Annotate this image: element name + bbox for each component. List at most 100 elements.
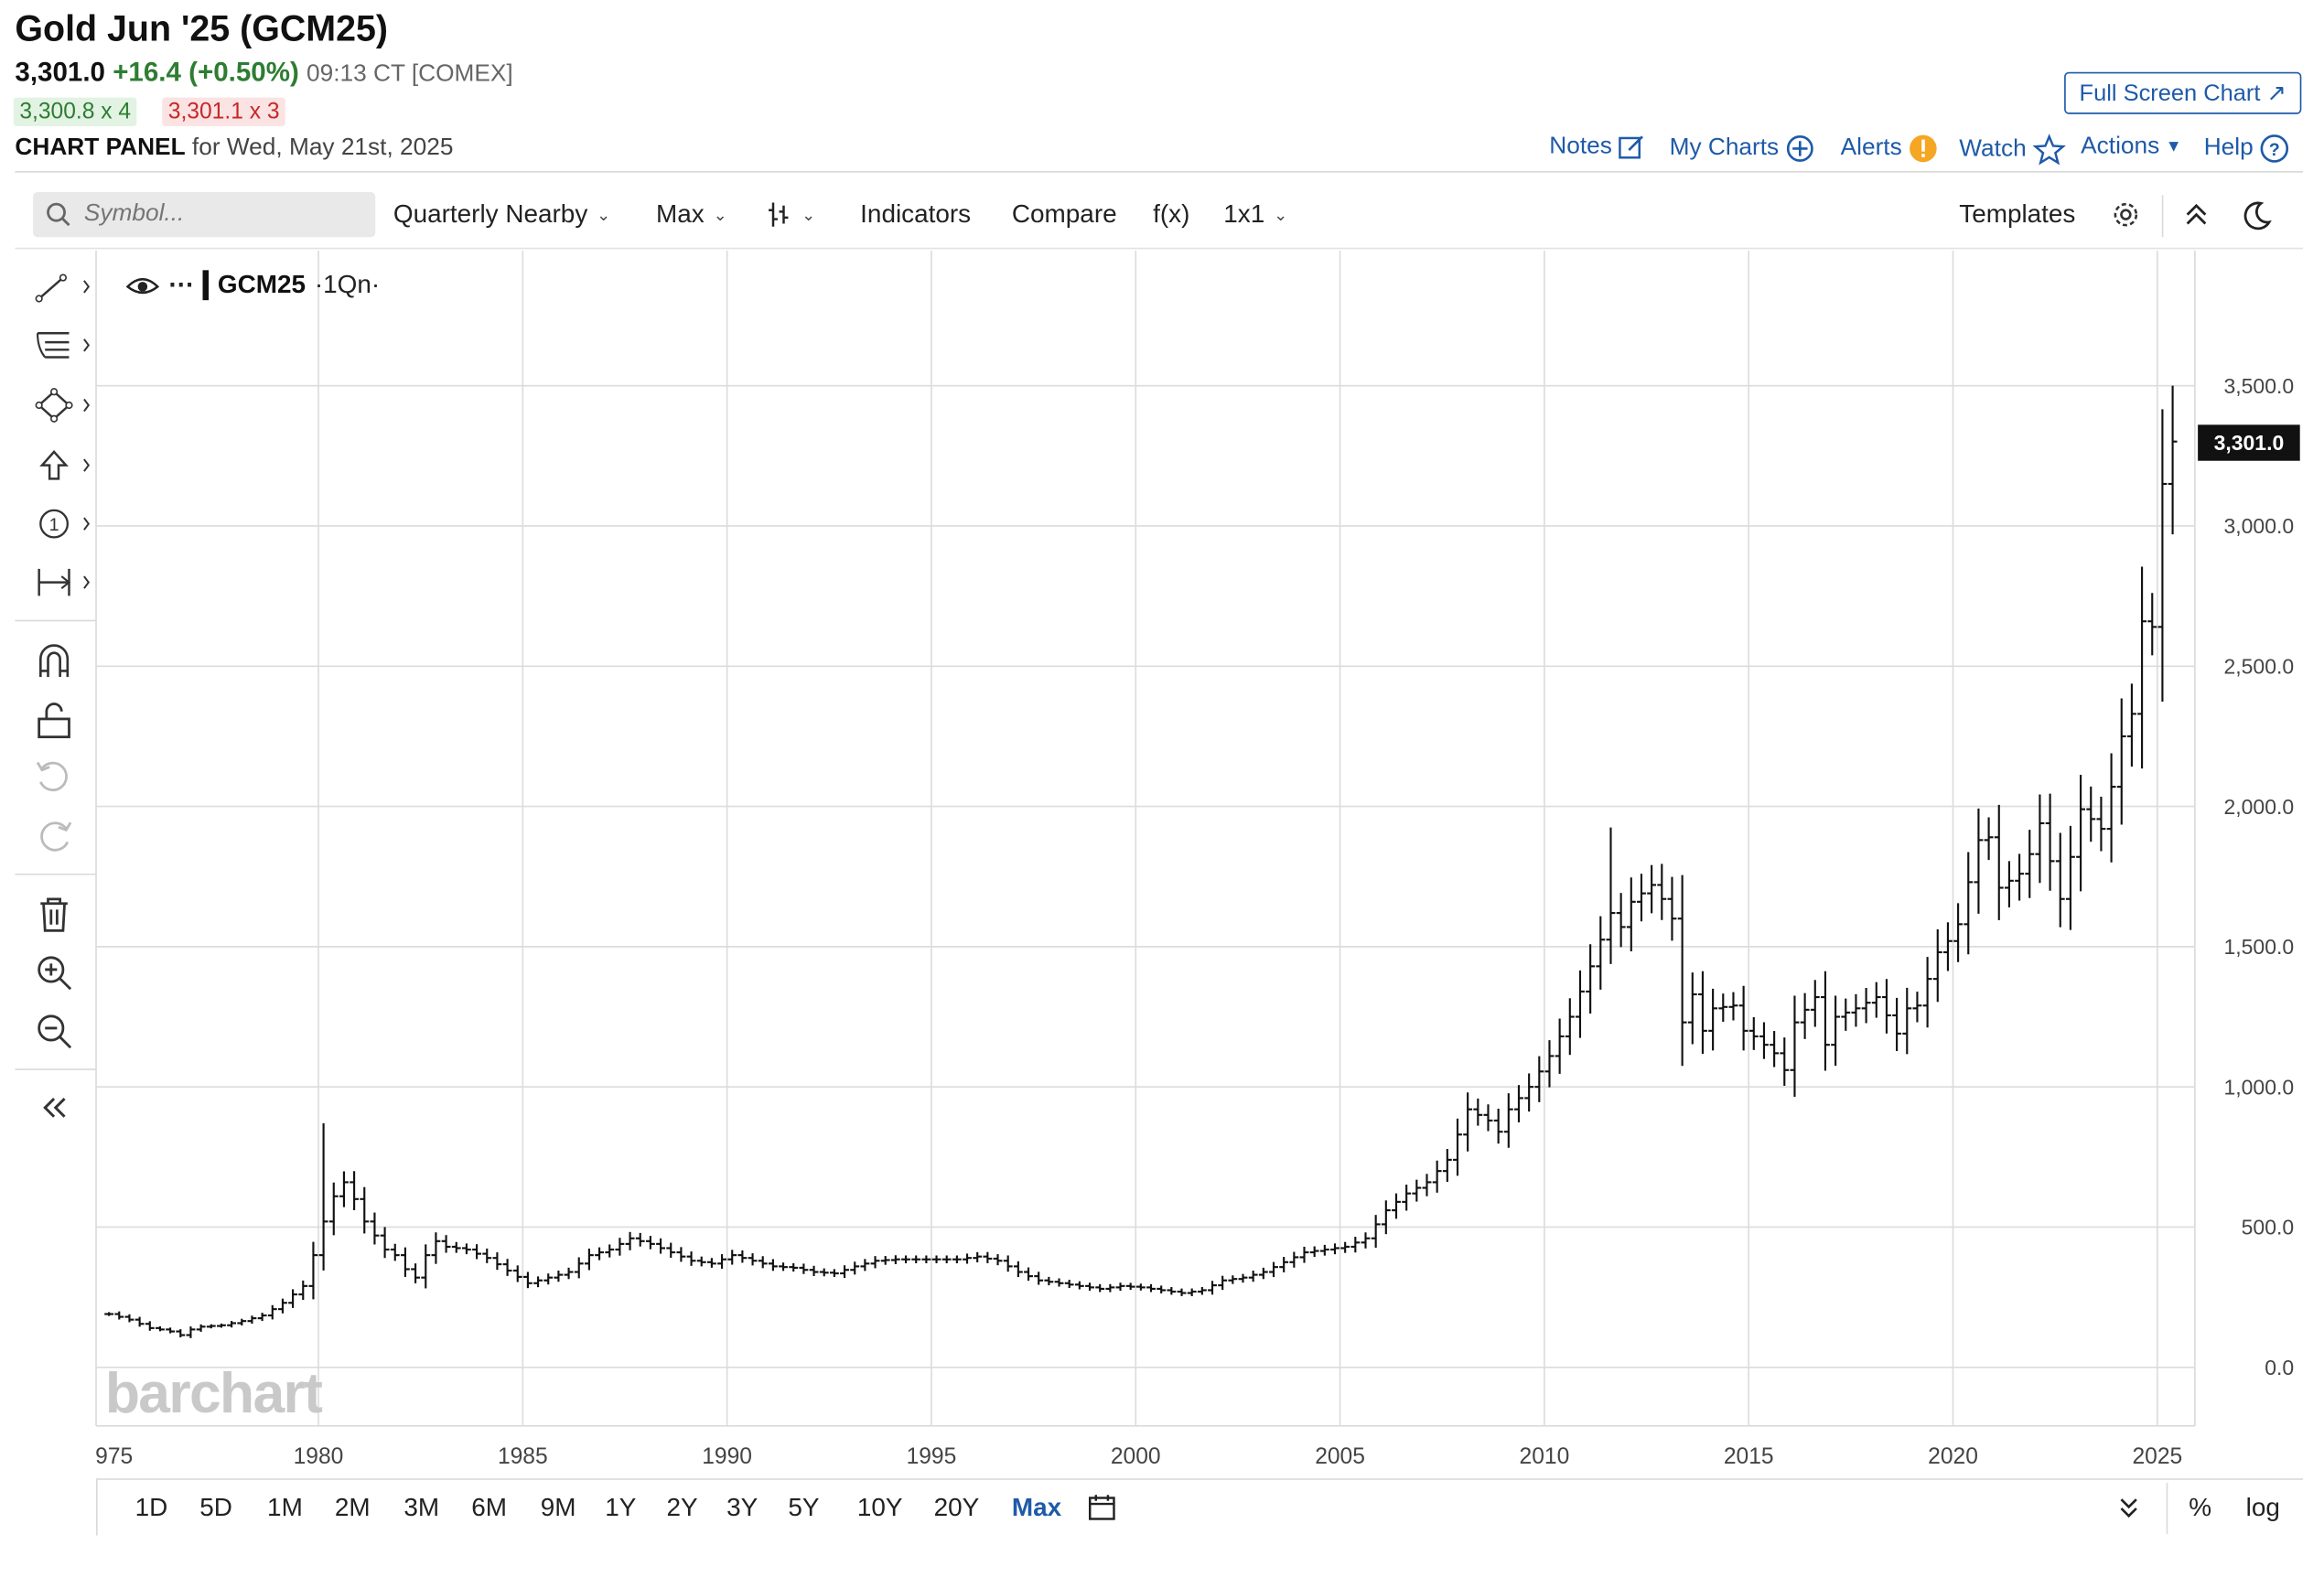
zoom-out-button[interactable] [33, 1009, 99, 1054]
last-price: 3,301.0 [15, 57, 105, 88]
alerts-link[interactable]: Alerts [1841, 134, 1938, 164]
ohlc-bar [1984, 817, 1994, 861]
ohlc-bar [1974, 808, 1984, 914]
range-label: Max [656, 199, 705, 229]
period-max[interactable]: Max [1011, 1493, 1062, 1522]
ohlc-bar [911, 1255, 921, 1263]
ohlc-bar [1013, 1261, 1023, 1278]
settings-button[interactable] [2111, 199, 2141, 230]
period-20y[interactable]: 20Y [933, 1493, 980, 1522]
period-1d[interactable]: 1D [134, 1493, 168, 1522]
period-6m[interactable]: 6M [471, 1493, 507, 1522]
ohlc-bar [1964, 852, 1974, 955]
notes-link[interactable]: Notes [1549, 134, 1645, 161]
eye-icon[interactable] [125, 274, 159, 297]
ohlc-bar [411, 1263, 421, 1283]
moon-icon [2243, 201, 2272, 231]
ohlc-bar [196, 1324, 206, 1332]
ohlc-bar [1657, 864, 1667, 920]
period-2m[interactable]: 2M [334, 1493, 371, 1522]
redo-button[interactable] [33, 815, 99, 860]
measure-tool[interactable] [33, 560, 99, 605]
watch-link[interactable]: Watch [1959, 134, 2066, 166]
ohlc-bar [134, 1316, 145, 1327]
chart-type-dropdown[interactable]: ⌄ [766, 199, 815, 230]
ohlc-bar [1340, 1241, 1350, 1253]
period-9m[interactable]: 9M [540, 1493, 576, 1522]
templates-button[interactable]: Templates [1959, 199, 2075, 230]
undo-button[interactable] [33, 755, 99, 799]
fibonacci-tool[interactable] [33, 323, 99, 368]
x-tick-label: 2020 [1928, 1444, 1978, 1469]
collapse-up-button[interactable] [2183, 199, 2211, 230]
help-link[interactable]: Help ? [2204, 134, 2289, 164]
zoom-in-button[interactable] [33, 950, 99, 995]
barchart-logo: barchart [104, 1362, 323, 1426]
percent-scale-toggle[interactable]: % [2189, 1493, 2212, 1522]
period-10y[interactable]: 10Y [856, 1493, 903, 1522]
arrow-tool[interactable] [33, 443, 99, 488]
y-axis-ticks: 0.0 500.0 1,000.0 1,500.0 2,000.0 2,500.0 3,00… [2224, 374, 2295, 1379]
panel-title: CHART PANEL [15, 134, 186, 161]
log-scale-toggle[interactable]: log [2245, 1493, 2280, 1522]
ohlc-bar [1503, 1093, 1513, 1148]
ohlc-bar [901, 1255, 910, 1263]
aggregation-dropdown[interactable]: Quarterly Nearby ⌄ [393, 199, 610, 230]
ohlc-bar [2005, 861, 2014, 907]
x-tick-label: 2010 [1520, 1444, 1570, 1469]
symbol-search[interactable] [33, 192, 376, 238]
double-chevron-down-icon [2120, 1498, 2137, 1518]
compare-button[interactable]: Compare [1012, 199, 1117, 230]
more-options-icon[interactable]: ⋯ [167, 270, 194, 299]
period-1y[interactable]: 1Y [605, 1493, 637, 1522]
ohlc-bar [360, 1186, 370, 1234]
date-range-button[interactable] [1087, 1492, 1117, 1529]
actions-menu[interactable]: Actions ▼ [2081, 134, 2182, 161]
period-1m[interactable]: 1M [267, 1493, 303, 1522]
period-3m[interactable]: 3M [403, 1493, 440, 1522]
indicators-button[interactable]: Indicators [860, 199, 971, 230]
full-screen-chart-button[interactable]: Full Screen Chart ↗ [2064, 71, 2302, 114]
ohlc-bar [1800, 992, 1810, 1039]
shapes-tool[interactable] [33, 382, 99, 427]
delete-drawings-button[interactable] [33, 892, 99, 937]
layout-dropdown[interactable]: 1x1 ⌄ [1223, 199, 1287, 230]
magnet-tool[interactable] [33, 638, 99, 682]
ohlc-bar [1544, 1040, 1555, 1088]
chart-legend[interactable]: ⋯ GCM25 ·1Qn· [125, 270, 380, 301]
range-dropdown[interactable]: Max ⌄ [656, 199, 727, 230]
ohlc-bar [512, 1265, 522, 1282]
ohlc-bar [1728, 992, 1738, 1021]
lock-tool[interactable] [33, 698, 99, 743]
ohlc-bar [1861, 988, 1871, 1024]
period-3y[interactable]: 3Y [726, 1493, 759, 1522]
ohlc-bar [1044, 1276, 1054, 1286]
dark-mode-toggle[interactable] [2240, 199, 2273, 232]
ohlc-bar [1361, 1232, 1371, 1249]
ohlc-bar [2147, 593, 2157, 656]
period-2y[interactable]: 2Y [666, 1493, 698, 1522]
chevron-down-icon: ⌄ [713, 206, 727, 225]
ohlc-bar [1054, 1278, 1064, 1287]
redo-icon [40, 821, 72, 852]
collapse-toolbar-button[interactable] [33, 1085, 99, 1130]
period-5y[interactable]: 5Y [788, 1493, 820, 1522]
ohlc-bar [1994, 804, 2004, 920]
ohlc-bar [748, 1253, 758, 1266]
counter-tool[interactable]: 1 [33, 501, 99, 546]
scroll-down-button[interactable] [2117, 1494, 2141, 1529]
chevron-down-icon: ⌄ [597, 206, 611, 225]
ohlc-bars [104, 385, 2178, 1338]
my-charts-link[interactable]: My Charts [1670, 134, 1815, 164]
ohlc-bar [1698, 971, 1707, 1055]
search-input[interactable] [81, 199, 358, 231]
fx-button[interactable]: f(x) [1153, 199, 1189, 230]
ohlc-bar [1392, 1193, 1401, 1219]
trend-line-tool[interactable] [33, 264, 99, 309]
ohlc-bar [1167, 1287, 1177, 1295]
ohlc-bar [1095, 1283, 1105, 1293]
y-tick-label: 500.0 [2242, 1216, 2294, 1239]
ohlc-bar [502, 1259, 512, 1276]
period-5d[interactable]: 5D [199, 1493, 232, 1522]
